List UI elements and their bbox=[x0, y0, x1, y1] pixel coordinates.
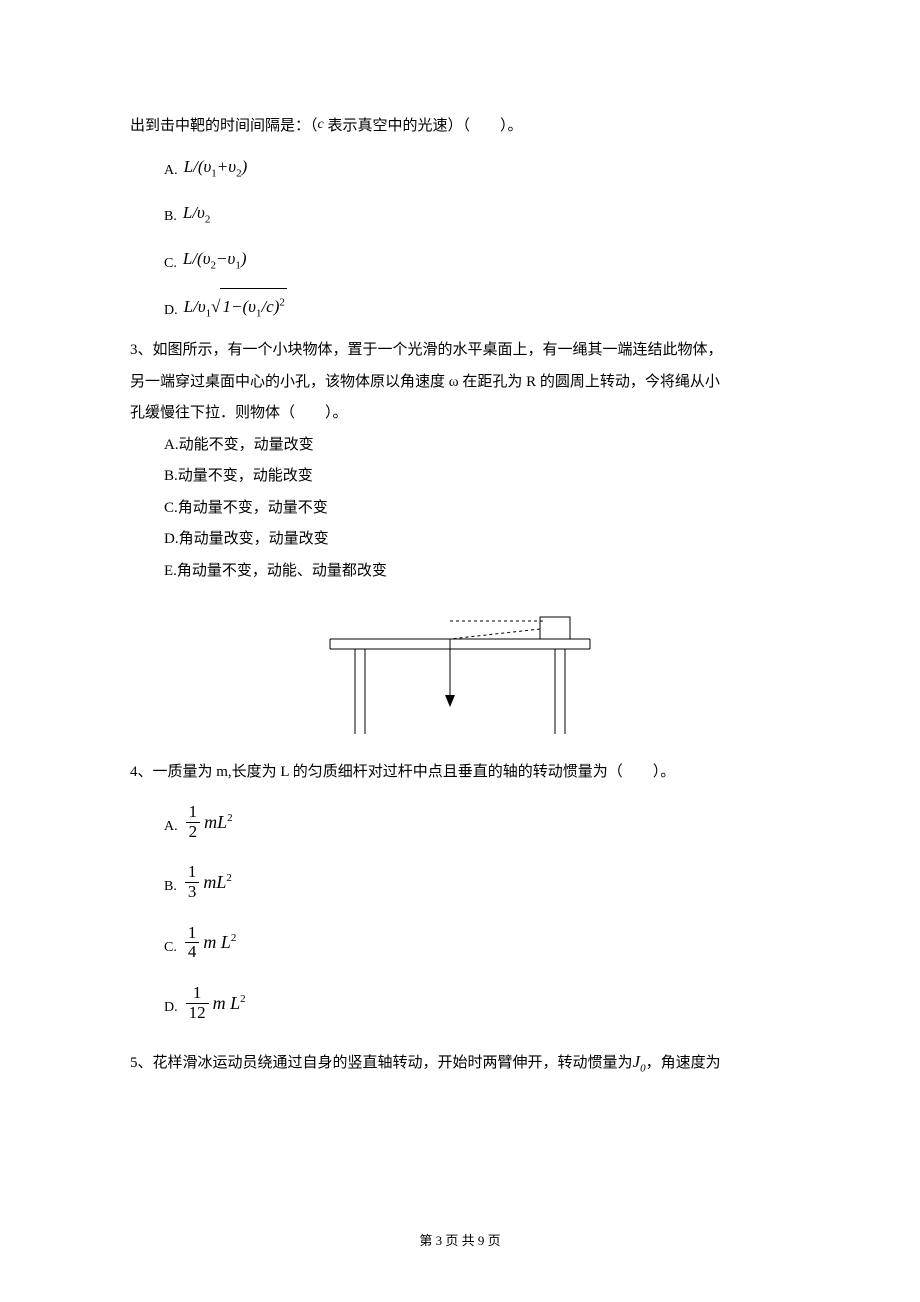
option-letter: B. bbox=[164, 872, 177, 901]
ml-term: m L2 bbox=[213, 985, 246, 1023]
option-letter: C. bbox=[164, 249, 177, 278]
q4-option-d: D. 1 12 m L2 bbox=[164, 984, 790, 1022]
numerator: 1 bbox=[185, 863, 200, 882]
numerator: 1 bbox=[185, 924, 200, 943]
q3-line3: 孔缓慢往下拉．则物体（ ）。 bbox=[130, 398, 790, 430]
page-container: 出到击中靶的时间间隔是：（c 表示真空中的光速）（ ）。 A. L/(υ1+υ2… bbox=[0, 0, 920, 1302]
ml-sup: 2 bbox=[240, 993, 246, 1005]
fraction: 1 4 bbox=[185, 924, 200, 962]
q2-formula-c: L/(υ2−υ1) bbox=[183, 241, 247, 277]
ml-text: mL bbox=[203, 872, 226, 892]
q2-option-a: A. L/(υ1+υ2) bbox=[164, 149, 790, 185]
denominator: 4 bbox=[185, 942, 200, 962]
ml-text: m L bbox=[203, 932, 231, 952]
option-letter: A. bbox=[164, 812, 178, 841]
option-letter: D. bbox=[164, 296, 178, 325]
option-letter: D. bbox=[164, 993, 178, 1022]
q2-option-b: B. L/υ2 bbox=[164, 195, 790, 231]
q2-formula-a: L/(υ1+υ2) bbox=[184, 149, 248, 185]
q5-j: J bbox=[633, 1052, 641, 1071]
q2-option-d: D. L/υ1√1−(υ1/c)2 bbox=[164, 288, 790, 325]
ml-term: mL2 bbox=[203, 864, 232, 902]
ml-sup: 2 bbox=[231, 932, 237, 944]
fraction: 1 2 bbox=[186, 803, 201, 841]
q2-formula-b: L/υ2 bbox=[183, 195, 211, 231]
q3-option-b: B.动量不变，动能改变 bbox=[164, 461, 790, 493]
ml-term: m L2 bbox=[203, 924, 236, 962]
option-letter: A. bbox=[164, 156, 178, 185]
page-footer: 第 3 页 共 9 页 bbox=[0, 1227, 920, 1254]
q3-figure bbox=[320, 599, 600, 739]
ml-sup: 2 bbox=[226, 872, 232, 884]
q3-options: A.动能不变，动量改变 B.动量不变，动能改变 C.角动量不变，动量不变 D.角… bbox=[130, 430, 790, 588]
q2-text-a: 出到击中靶的时间间隔是：（ bbox=[130, 118, 318, 134]
denominator: 2 bbox=[186, 822, 201, 842]
ml-term: mL2 bbox=[204, 804, 233, 842]
q3-option-e: E.角动量不变，动能、动量都改变 bbox=[164, 556, 790, 588]
numerator: 1 bbox=[186, 803, 201, 822]
q4-options: A. 1 2 mL2 B. 1 3 mL2 C. 1 4 m L2 D. bbox=[130, 803, 790, 1023]
fraction: 1 3 bbox=[185, 863, 200, 901]
q3-option-c: C.角动量不变，动量不变 bbox=[164, 493, 790, 525]
q5-stem: 5、花样滑冰运动员绕通过自身的竖直轴转动，开始时两臂伸开，转动惯量为J0，角速度… bbox=[130, 1044, 790, 1080]
q2-text-b: 表示真空中的光速）（ ）。 bbox=[324, 118, 523, 134]
q3-line1: 3、如图所示，有一个小块物体，置于一个光滑的水平桌面上，有一绳其一端连结此物体， bbox=[130, 335, 790, 367]
fraction: 1 12 bbox=[186, 984, 209, 1022]
q2-options: A. L/(υ1+υ2) B. L/υ2 C. L/(υ2−υ1) D. L/υ… bbox=[130, 149, 790, 326]
q4-option-a: A. 1 2 mL2 bbox=[164, 803, 790, 841]
q2-formula-d: L/υ1√1−(υ1/c)2 bbox=[184, 288, 287, 325]
ml-sup: 2 bbox=[227, 812, 233, 824]
ml-text: m L bbox=[213, 993, 241, 1013]
q3-option-d: D.角动量改变，动量改变 bbox=[164, 524, 790, 556]
option-letter: B. bbox=[164, 202, 177, 231]
q2-cont-line: 出到击中靶的时间间隔是：（c 表示真空中的光速）（ ）。 bbox=[130, 110, 790, 143]
q5-pre: 5、花样滑冰运动员绕通过自身的竖直轴转动，开始时两臂伸开，转动惯量为 bbox=[130, 1055, 633, 1071]
q3-line2: 另一端穿过桌面中心的小孔，该物体原以角速度 ω 在距孔为 R 的圆周上转动，今将… bbox=[130, 367, 790, 399]
ml-text: mL bbox=[204, 812, 227, 832]
q5-j0: J0 bbox=[633, 1052, 646, 1071]
denominator: 12 bbox=[186, 1003, 209, 1023]
numerator: 1 bbox=[190, 984, 205, 1003]
q4-option-b: B. 1 3 mL2 bbox=[164, 863, 790, 901]
denominator: 3 bbox=[185, 882, 200, 902]
q4-option-c: C. 1 4 m L2 bbox=[164, 924, 790, 962]
option-letter: C. bbox=[164, 933, 177, 962]
q4-stem: 4、一质量为 m,长度为 L 的匀质细杆对过杆中点且垂直的轴的转动惯量为（ ）。 bbox=[130, 757, 790, 789]
q2-option-c: C. L/(υ2−υ1) bbox=[164, 241, 790, 277]
q5-post: ，角速度为 bbox=[646, 1055, 721, 1071]
q3-option-a: A.动能不变，动量改变 bbox=[164, 430, 790, 462]
